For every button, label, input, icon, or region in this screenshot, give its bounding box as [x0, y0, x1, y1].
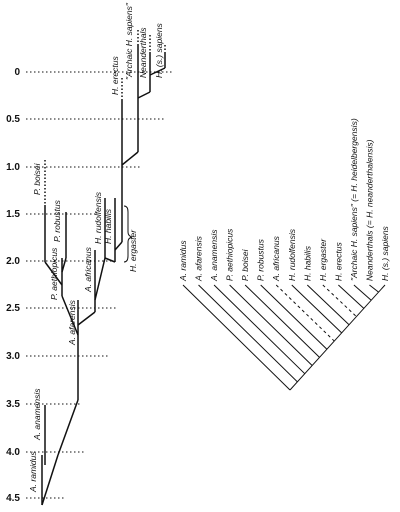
taxon-label: H. habilis [302, 245, 312, 281]
clade-branch [338, 284, 365, 309]
axis-label: 2.5 [6, 303, 20, 314]
taxon-label: P. boisei [240, 248, 250, 281]
clade-branch [198, 284, 298, 383]
species-label: H. rudolfensis [93, 191, 103, 244]
branch [77, 311, 96, 326]
axis-label: 2.0 [6, 256, 20, 267]
branch [121, 151, 139, 166]
branch [57, 399, 79, 456]
species-label: A. afarensis [67, 299, 77, 346]
species-label: H. (s.) sapiens [154, 22, 164, 78]
taxon-label: H. rudolfensis [287, 228, 297, 281]
species-label: A. anamensis [32, 388, 42, 441]
species-label: Neanderthals [138, 27, 148, 78]
taxon-label: P. aethiopicus [225, 228, 235, 281]
axis-label: 4.5 [6, 493, 20, 504]
branch [104, 257, 116, 263]
axis-label: 3.0 [6, 351, 20, 362]
clade-branch [291, 284, 343, 334]
taxon-label: A. anamensis [209, 229, 219, 282]
species-label: H. habilis [103, 208, 113, 244]
branch [114, 241, 123, 251]
taxon-label: H. erectus [333, 242, 343, 281]
taxon-label: "Archaic H. sapiens" (= H. heidelbergens… [349, 118, 359, 281]
taxon-label: H. ergaster [318, 238, 328, 281]
species-label: H. erectus [110, 56, 120, 95]
clade-branch [306, 284, 350, 326]
taxon-label: A. africanus [271, 235, 281, 282]
species-label: A. africanus [83, 246, 93, 293]
taxon-label: Neanderthals (= H. neanderthalensis) [364, 139, 374, 281]
axis-label: 3.5 [6, 399, 20, 410]
taxon-label: A. afarensis [194, 235, 204, 282]
branch [44, 261, 63, 286]
branch [94, 257, 106, 301]
species-label: P. robustus [52, 199, 62, 242]
clade-branch [182, 284, 291, 391]
taxon-label: P. robustus [256, 238, 266, 281]
branch [41, 454, 59, 506]
axis-label: 4.0 [6, 447, 20, 458]
clade-spine [289, 284, 386, 391]
clade-branch [353, 284, 372, 301]
species-label: H. ergaster [128, 229, 138, 272]
clade-branch [260, 284, 328, 350]
species-label: P. aethiopicus [49, 247, 59, 300]
clade-branch [275, 284, 335, 342]
brace [123, 205, 133, 263]
clade-branch [322, 284, 357, 317]
axis-label: 1.0 [6, 162, 20, 173]
species-label: "Archaic H. sapiens" [124, 2, 134, 80]
taxon-label: H. (s.) sapiens [380, 225, 390, 281]
clade-branch [229, 284, 313, 366]
clade-branch [213, 284, 306, 375]
branch [61, 295, 79, 336]
axis-label: 1.5 [6, 209, 20, 220]
clade-branch [244, 284, 320, 358]
branch [61, 257, 67, 273]
taxon-label: A. ramidus [178, 240, 188, 282]
axis-label: 0.5 [6, 114, 20, 125]
species-label: A. ramidus [28, 451, 38, 493]
axis-label: 0 [14, 67, 20, 78]
branch [149, 67, 166, 76]
branch [137, 91, 151, 99]
clade-branch [369, 284, 379, 293]
species-label: P. boisei [32, 162, 42, 195]
